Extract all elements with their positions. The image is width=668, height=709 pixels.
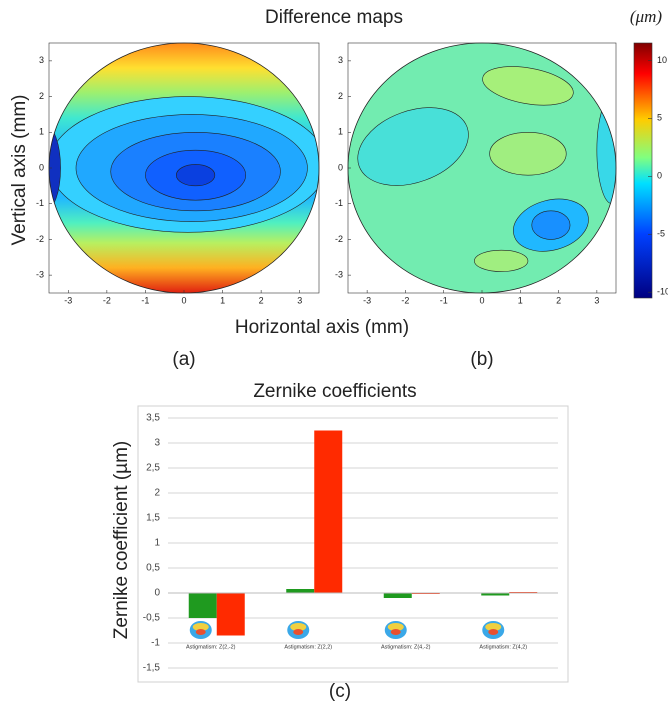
x-tick-label: 1	[220, 295, 225, 305]
colorbar-tick-label: -5	[657, 229, 665, 239]
colorbar-tick-label: 10	[657, 55, 667, 65]
y-tick-label: 3	[338, 55, 343, 65]
x-tick-label: 0	[181, 295, 186, 305]
bar	[188, 593, 217, 618]
x-tick-label: 2	[556, 295, 561, 305]
category-label: Astigmatism: Z(2,-2)	[186, 644, 236, 650]
contour-region	[489, 131, 567, 176]
bar	[383, 593, 412, 598]
bar	[216, 593, 245, 636]
y-tick-label: -2	[36, 234, 44, 244]
y-tick-label: 3	[39, 55, 44, 65]
y-tick-label: 3,5	[146, 413, 160, 424]
contour-map	[49, 43, 319, 293]
y-tick-label: 2	[154, 488, 160, 499]
x-tick-label: 1	[518, 295, 523, 305]
panel-label: (c)	[329, 681, 351, 702]
mode-icon	[488, 629, 499, 635]
mode-icon	[387, 623, 404, 631]
contour-region	[474, 249, 529, 272]
y-tick-label: 1	[154, 538, 160, 549]
contour-region	[175, 164, 216, 187]
y-tick-label: -1	[151, 638, 160, 649]
y-tick-label: 2	[338, 91, 343, 101]
x-tick-label: -3	[64, 295, 72, 305]
chart-frame	[137, 405, 569, 683]
bar	[314, 430, 343, 593]
y-tick-label: 0	[338, 162, 343, 172]
y-tick-label: 0	[154, 588, 160, 599]
bar	[481, 593, 510, 596]
x-tick-label: 3	[594, 295, 599, 305]
y-tick-label: -3	[335, 270, 343, 280]
y-tick-label: 2	[39, 91, 44, 101]
y-tick-label: 1	[39, 127, 44, 137]
colorbar	[633, 42, 653, 299]
mode-icon	[293, 629, 304, 635]
panel-label: (a)	[172, 349, 195, 370]
mode-icon	[485, 623, 502, 631]
mode-icon	[390, 629, 401, 635]
maps-title: Difference maps	[265, 7, 403, 28]
contour-region	[531, 210, 571, 240]
panel-label: (b)	[470, 349, 493, 370]
y-tick-label: 1	[338, 127, 343, 137]
colorbar-tick-label: 0	[657, 171, 662, 181]
colorbar-label: (μm)	[630, 7, 662, 26]
contour-region	[596, 96, 616, 205]
x-tick-label: -2	[401, 295, 409, 305]
x-tick-label: 2	[259, 295, 264, 305]
x-tick-label: -3	[363, 295, 371, 305]
mode-icon	[192, 623, 209, 631]
y-tick-label: -1	[36, 198, 44, 208]
y-tick-label: 1,5	[146, 513, 160, 524]
bar	[286, 589, 315, 593]
category-label: Astigmatism: Z(4,2)	[479, 644, 527, 650]
category-label: Astigmatism: Z(2,2)	[284, 644, 332, 650]
x-axis-label: Horizontal axis (mm)	[235, 317, 409, 338]
y-tick-label: 2,5	[146, 463, 160, 474]
y-tick-label: 3	[154, 438, 160, 449]
contour-map	[348, 43, 616, 293]
mode-icon	[195, 629, 206, 635]
y-tick-label: -1,5	[143, 663, 161, 674]
chart-title: Zernike coefficients	[253, 381, 416, 402]
contour-region	[49, 124, 61, 212]
mode-icon	[290, 623, 307, 631]
contour-region	[482, 66, 574, 106]
x-tick-label: -1	[440, 295, 448, 305]
colorbar-tick-label: -10	[657, 287, 668, 297]
y-tick-label: -3	[36, 270, 44, 280]
y-axis-label: Vertical axis (mm)	[9, 95, 30, 246]
y-tick-label: -1	[335, 198, 343, 208]
y-tick-label: 0	[39, 162, 44, 172]
category-label: Astigmatism: Z(4,-2)	[381, 644, 431, 650]
y-tick-label: -2	[335, 234, 343, 244]
y-tick-label: 0,5	[146, 563, 160, 574]
x-tick-label: 0	[479, 295, 484, 305]
contour-region	[357, 107, 469, 186]
y-tick-label: -0,5	[143, 613, 161, 624]
x-tick-label: 3	[297, 295, 302, 305]
colorbar-tick-label: 5	[657, 113, 662, 123]
x-tick-label: -1	[141, 295, 149, 305]
y-axis-label: Zernike coefficient (µm)	[111, 441, 132, 640]
x-tick-label: -2	[103, 295, 111, 305]
